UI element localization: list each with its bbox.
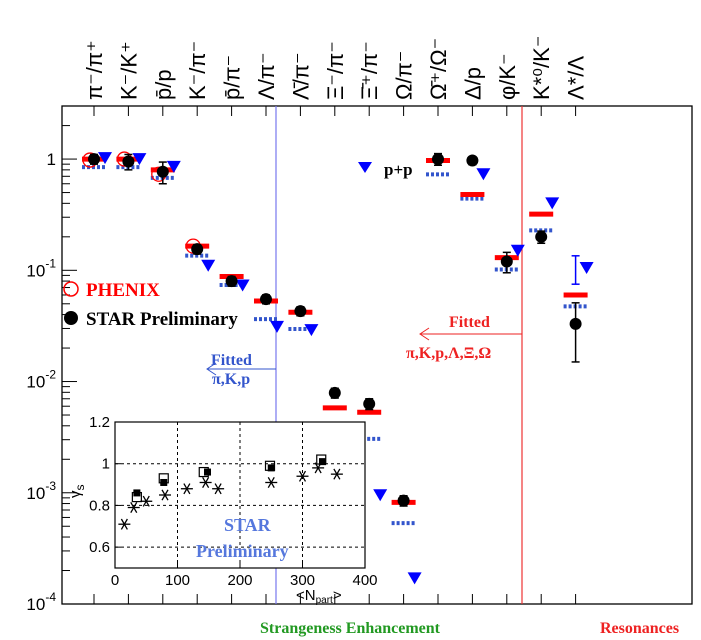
star-point (363, 397, 376, 410)
pp-point (476, 168, 491, 181)
inset-star-point (118, 518, 131, 530)
inset-marks (118, 454, 343, 530)
star-point (122, 155, 135, 168)
pp-legend-marker (358, 162, 372, 173)
inset-filled-point (204, 468, 211, 476)
strangeness-label: Strangeness Enhancement (260, 620, 441, 637)
star-point (328, 386, 341, 399)
fitted-b-label: Fitted (449, 314, 490, 331)
star-point (500, 255, 513, 268)
inset-y-tick-label: 0.6 (89, 539, 110, 556)
pp-point (132, 153, 147, 166)
pp-point (545, 197, 560, 210)
fitted-b-particles: π,K,p,Λ,Ξ,Ω (406, 345, 491, 362)
inset-x-tick-label: 0 (111, 572, 119, 589)
pp-point (235, 279, 250, 292)
pp-point (98, 152, 112, 165)
category-label: K⁻/π⁻ (185, 41, 210, 100)
inset-watermark-preliminary: Preliminary (196, 541, 289, 561)
category-label: Ω̄⁺/Ω⁻ (426, 38, 451, 100)
category-label: Δ/p (460, 67, 485, 100)
star-point (156, 165, 169, 178)
category-label: Ξ⁻/π⁻ (323, 41, 348, 100)
star-legend-marker (64, 311, 78, 325)
phenix-label: PHENIX (86, 280, 160, 301)
inset-star-point (199, 476, 212, 489)
y-tick-label: 10-3 (26, 479, 56, 503)
star-point (466, 154, 479, 167)
star-label: STAR Preliminary (86, 309, 238, 330)
inset-xlabel: <Npart> (296, 587, 342, 606)
category-label: Λ/π⁻ (254, 52, 279, 100)
star-point (397, 494, 410, 507)
pp-point (166, 160, 181, 173)
y-tick-label: 10-1 (26, 256, 56, 280)
category-label: p̄/π⁻ (220, 55, 245, 100)
y-tick-label: 1 (47, 150, 56, 169)
y-tick-label: 10-2 (26, 368, 56, 392)
star-point (432, 153, 444, 166)
inset-star-point (212, 483, 225, 495)
inset-star-point (140, 495, 153, 507)
category-label: Ω/π⁻ (392, 51, 417, 100)
category-label: K⁻/K⁺ (116, 41, 141, 100)
inset-ylabel: γs (67, 485, 87, 499)
y-axis: 10-4 10-3 10-2 10-1 1 (26, 105, 77, 614)
inset-star-point (296, 470, 309, 482)
inset-star-point (180, 483, 193, 495)
pp-point (304, 324, 319, 337)
fitted-b-arrow (419, 327, 522, 341)
plot-frame (61, 105, 693, 605)
resonances-label: Resonances (600, 620, 679, 637)
category-label: Ξ̄⁺/π⁻ (357, 41, 382, 100)
inset-grid (115, 422, 365, 568)
fitted-a-particles: π,K,p (212, 371, 250, 388)
phenix-legend-marker (63, 281, 79, 297)
star-point (88, 153, 100, 166)
category-label: π⁻/π⁺ (82, 40, 107, 100)
pp-point (270, 320, 284, 333)
pp-point (510, 244, 525, 257)
category-labels: π⁻/π⁺ K⁻/K⁺ p̄/p K⁻/π⁻ p̄/π⁻ Λ/π⁻ Λ̄/π⁻ Ξ⁻/π⁻ Ξ̄… (82, 36, 589, 604)
inset-y-tick-label: 1 (102, 456, 110, 473)
pp-point (579, 261, 594, 274)
inset-filled-point (160, 478, 168, 486)
pp-point (201, 259, 216, 272)
gamma-s-inset: 0 100 200 300 400 0.6 0.8 1 1.2 STAR Preliminary… (67, 414, 378, 606)
inset-ticks: 0 100 200 300 400 0.6 0.8 1 1.2 (89, 414, 377, 589)
pp-point (407, 572, 422, 585)
fitted-a-label: Fitted (211, 352, 252, 369)
inset-x-tick-label: 200 (227, 572, 252, 589)
category-label: φ/K⁻ (495, 53, 520, 100)
star-point (569, 317, 582, 330)
inset-star-point (330, 468, 343, 480)
inset-filled-point (319, 458, 326, 466)
fitted-a-arrow (206, 362, 276, 376)
category-label: Λ̄/π⁻ (288, 52, 313, 100)
pp-point (373, 489, 388, 502)
star-point (191, 243, 204, 256)
inset-x-tick-label: 300 (290, 572, 315, 589)
star-point (294, 305, 307, 318)
inset-star-point (159, 489, 171, 501)
data-marks (82, 151, 594, 585)
inset-x-tick-label: 100 (165, 572, 190, 589)
star-point (225, 275, 238, 288)
inset-star-point (127, 501, 140, 514)
star-point (260, 293, 272, 306)
inset-filled-point (267, 464, 275, 472)
inset-watermark-star: STAR (224, 515, 272, 535)
inset-y-tick-label: 1.2 (89, 414, 110, 431)
inset-star-point (265, 476, 278, 489)
pp-label: p+p (384, 160, 413, 179)
category-label: Λ*/Λ (564, 56, 589, 100)
inset-x-tick-label: 400 (352, 572, 377, 589)
inset-filled-point (133, 489, 141, 497)
category-label: K*⁰/K⁻ (529, 36, 554, 100)
star-point (535, 230, 548, 243)
y-tick-label: 10-4 (26, 590, 56, 614)
inset-y-tick-label: 0.8 (89, 497, 110, 514)
category-label: p̄/p (151, 69, 176, 100)
